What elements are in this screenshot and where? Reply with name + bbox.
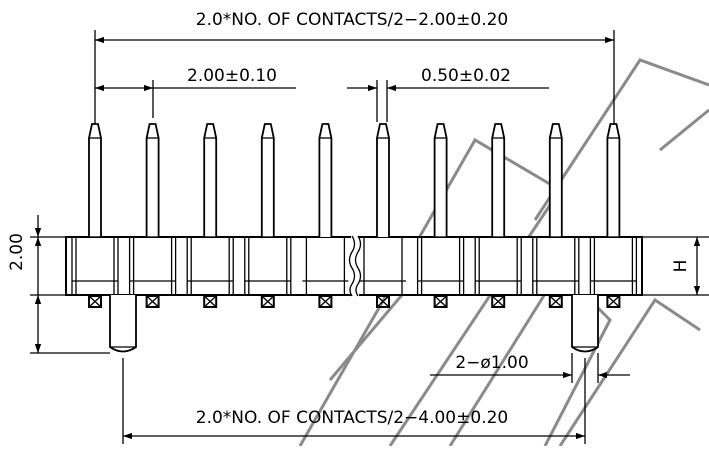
right-tail	[571, 295, 599, 353]
overall-bottom-dimension: 2.0*NO. OF CONTACTS/2−4.00±0.20	[122, 358, 586, 444]
watermark-logo	[298, 58, 709, 447]
break-mark	[348, 233, 362, 299]
body-height-dimension: 2.00	[7, 215, 110, 354]
pin-9	[532, 123, 580, 308]
pin-2	[128, 123, 177, 308]
pitch-label: 2.00±0.10	[187, 66, 277, 86]
height-h-label: H	[671, 260, 691, 273]
pin-3	[186, 123, 234, 308]
hole-diameter-label: 2−ø1.00	[455, 353, 528, 373]
overall-top-label: 2.0*NO. OF CONTACTS/2−2.00±0.20	[196, 10, 508, 30]
pin-6	[360, 123, 406, 308]
height-h-dimension: H	[642, 236, 709, 296]
body-height-label: 2.00	[7, 233, 27, 271]
pin-5	[302, 123, 349, 308]
pin-4	[244, 123, 292, 308]
overall-top-dimension: 2.0*NO. OF CONTACTS/2−2.00±0.20	[94, 10, 615, 128]
pin-7	[416, 123, 465, 308]
hole-diameter-dimension: 2−ø1.00	[430, 353, 630, 383]
pin-8	[474, 123, 522, 308]
pins-group	[71, 123, 638, 308]
pitch-dimension: 2.00±0.10	[95, 66, 296, 118]
pin-width-dimension: 0.50±0.02	[347, 66, 549, 122]
overall-bottom-label: 2.0*NO. OF CONTACTS/2−4.00±0.20	[196, 408, 508, 428]
left-tail	[109, 295, 137, 353]
pin-1	[71, 123, 119, 308]
pin-10	[589, 123, 638, 308]
pin-width-label: 0.50±0.02	[421, 66, 511, 86]
